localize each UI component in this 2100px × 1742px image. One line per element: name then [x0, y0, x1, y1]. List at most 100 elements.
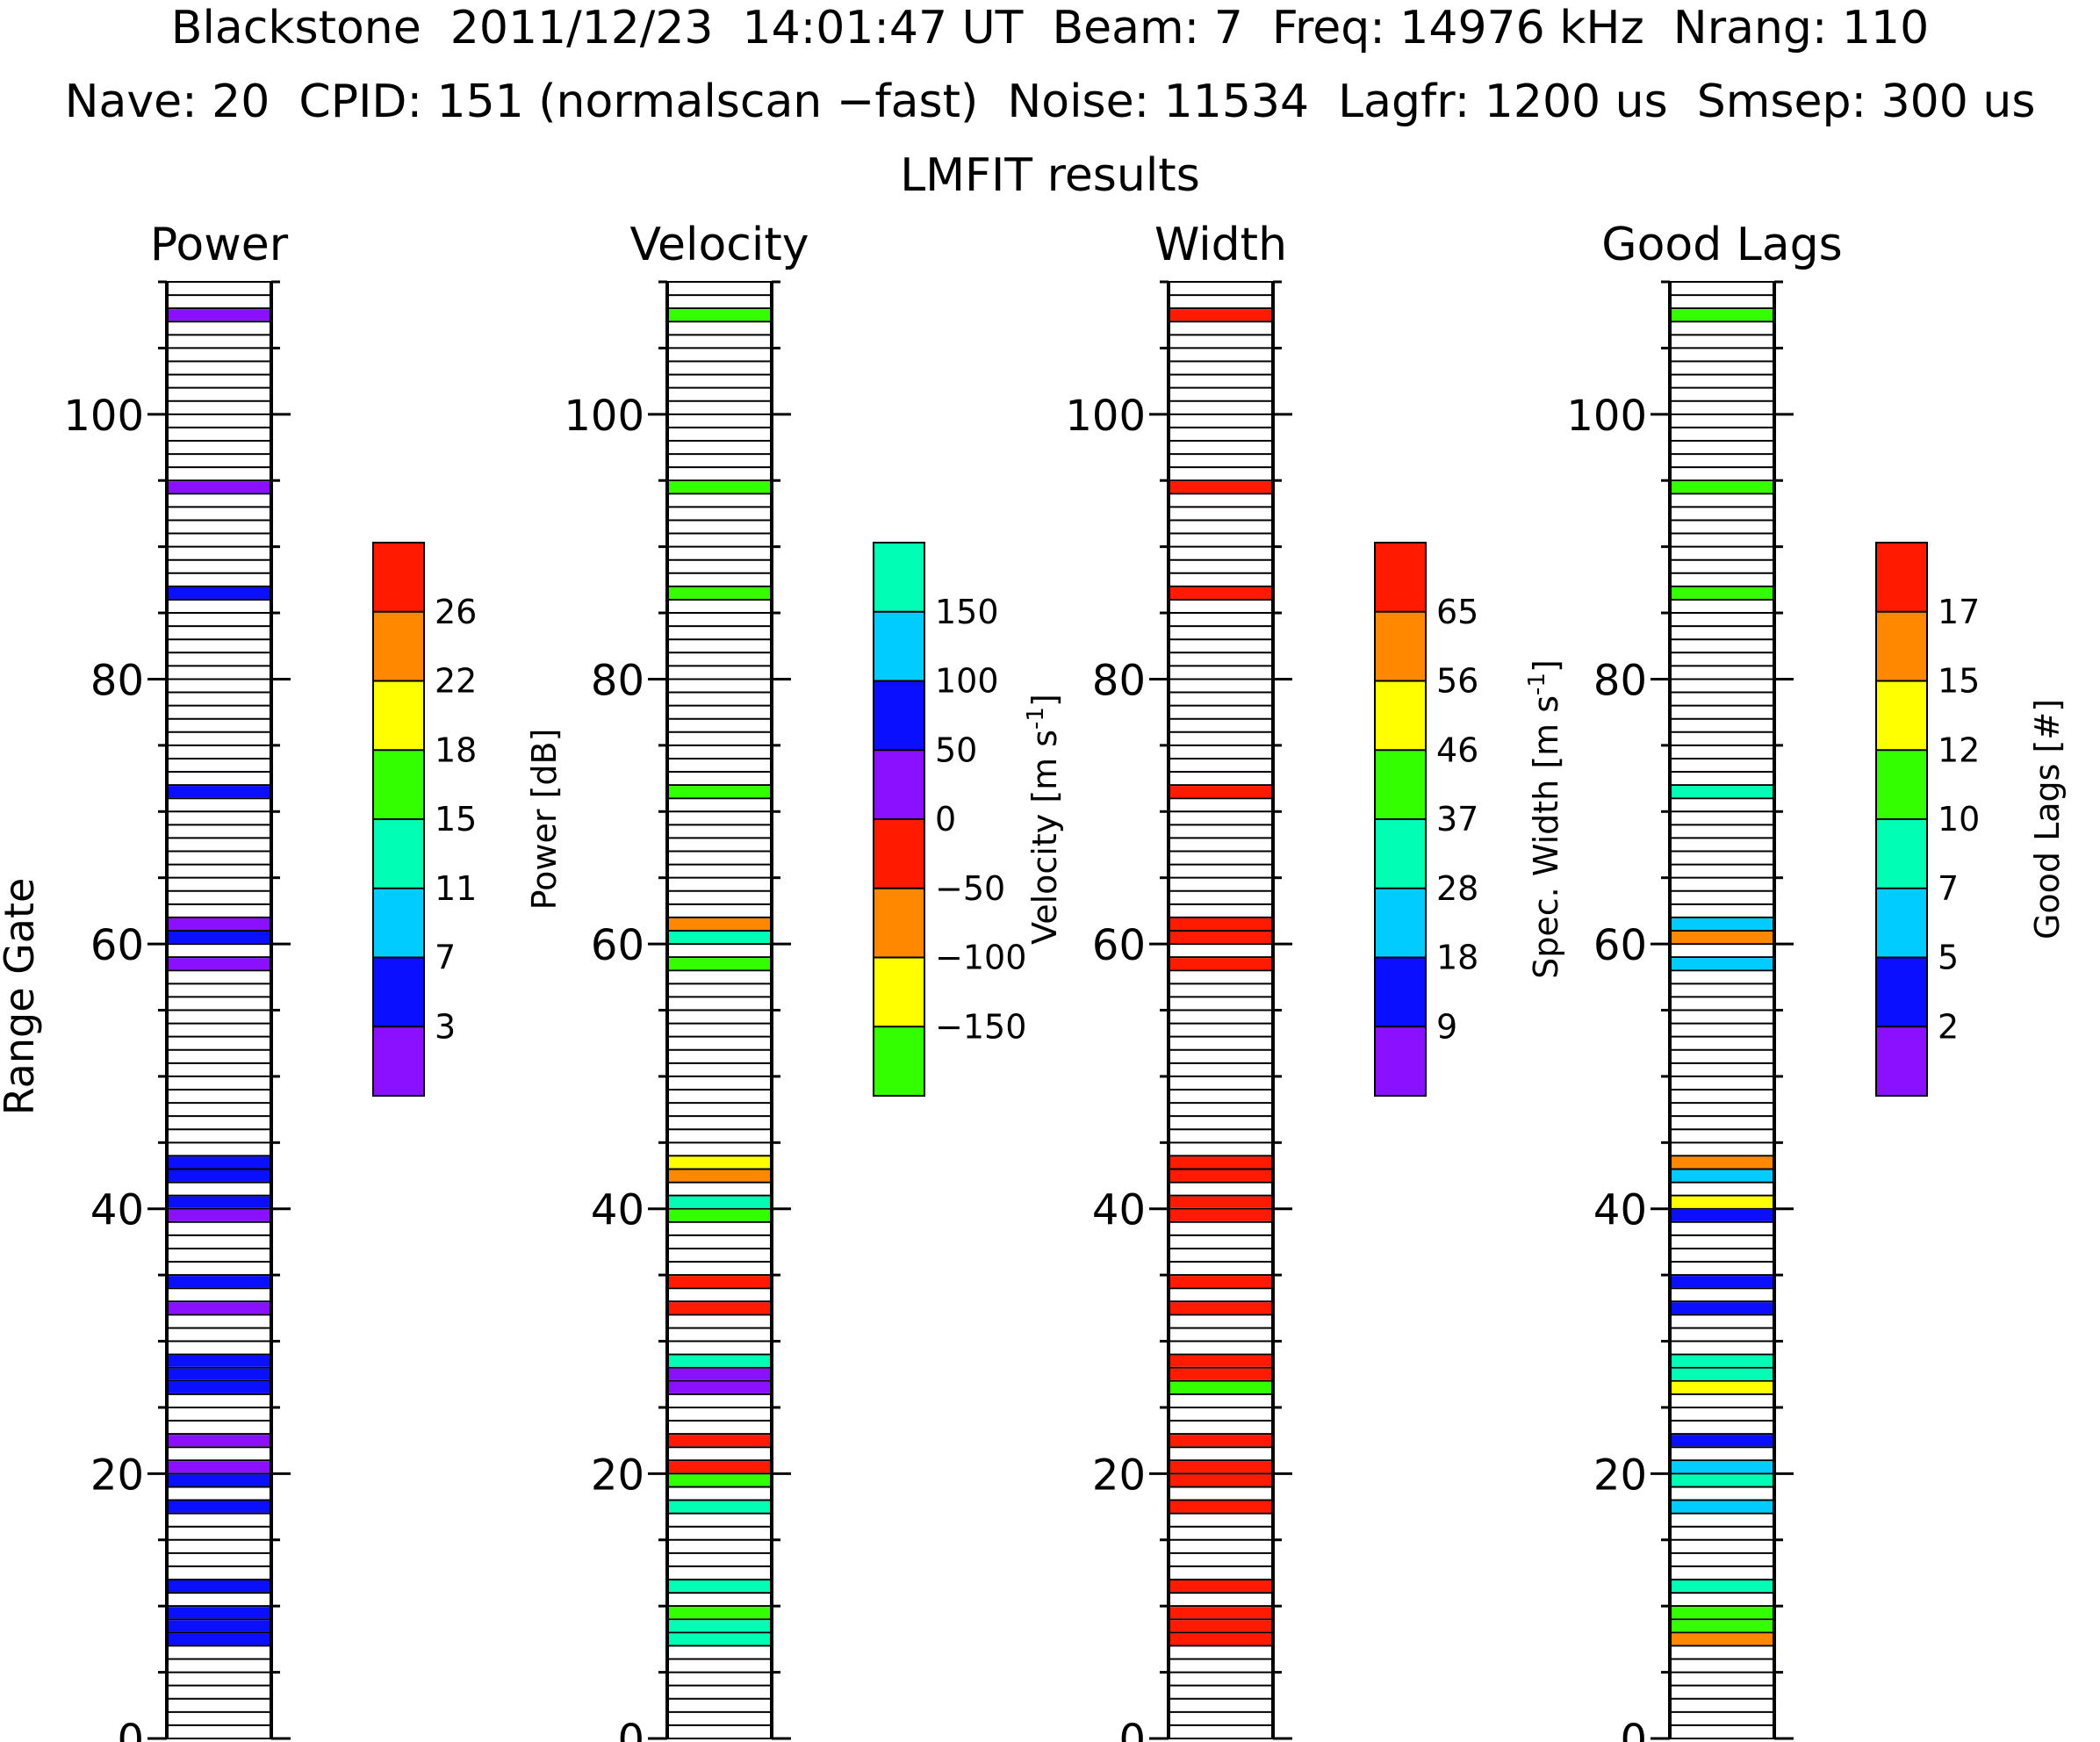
colorbar-tick-label: 3	[435, 1007, 456, 1046]
data-cell	[668, 1355, 771, 1367]
data-cell	[1169, 1209, 1272, 1221]
data-cell	[1169, 481, 1272, 493]
y-tick-label: 0	[617, 1716, 644, 1742]
colorbar-label: Spec. Width [m s-1]	[1524, 659, 1565, 979]
data-cell	[668, 1633, 771, 1645]
data-cell	[668, 1170, 771, 1182]
data-cell	[168, 1501, 270, 1513]
data-cell	[1671, 309, 1773, 321]
data-cell	[1671, 786, 1773, 798]
colorbar-label: Good Lags [#]	[2028, 699, 2067, 939]
colorbar-tick-label: 26	[435, 593, 477, 631]
y-tick-label: 80	[90, 656, 144, 705]
data-cell	[168, 1355, 270, 1367]
data-cell	[668, 1461, 771, 1473]
y-axis-title: Range Gate	[0, 878, 43, 1116]
data-cell	[1169, 309, 1272, 321]
colorbar-tick-label: 100	[935, 662, 999, 701]
data-cell	[168, 1156, 270, 1169]
data-cell	[668, 587, 771, 599]
data-cell	[1169, 1381, 1272, 1393]
colorbar-swatch	[373, 957, 424, 1027]
y-tick-label: 60	[90, 921, 144, 970]
colorbar-swatch	[1375, 543, 1426, 612]
data-cell	[1671, 1276, 1773, 1288]
data-cell	[1169, 1620, 1272, 1632]
colorbar-tick-label: 5	[1938, 939, 1959, 977]
y-tick-label: 100	[564, 392, 644, 441]
colorbar-swatch	[874, 1026, 924, 1096]
data-cell	[168, 1633, 270, 1645]
colorbar-swatch	[1876, 819, 1927, 889]
data-cell	[1671, 1633, 1773, 1645]
data-cell	[668, 918, 771, 931]
data-cell	[168, 1607, 270, 1619]
data-cell	[1671, 1580, 1773, 1593]
colorbar-swatch	[373, 819, 424, 889]
y-tick-label: 20	[1593, 1450, 1647, 1500]
colorbar-tick-label: 56	[1436, 662, 1478, 701]
colorbar-swatch	[373, 611, 424, 681]
data-cell	[168, 309, 270, 321]
colorbar-swatch	[1876, 888, 1927, 958]
data-cell	[668, 786, 771, 798]
colorbar-swatch	[373, 750, 424, 819]
panel-width: Width 0 20 40 60 80 100 9 18 28 37 46 56 65 Spec. Widt…	[1065, 219, 1565, 1742]
data-cell	[168, 1435, 270, 1447]
colorbar-tick-label: 9	[1436, 1007, 1457, 1046]
colorbar-swatch	[373, 1026, 424, 1096]
y-tick-label: 60	[591, 921, 644, 970]
y-tick-label: 20	[90, 1450, 144, 1500]
data-cell	[1671, 1302, 1773, 1314]
data-cell	[1169, 958, 1272, 970]
data-cell	[1671, 918, 1773, 931]
colorbar-swatch	[874, 819, 924, 889]
data-cell	[1671, 587, 1773, 599]
header-line-3: LMFIT results	[900, 149, 1200, 202]
colorbar-frame	[1875, 542, 1928, 1097]
data-cell	[668, 1620, 771, 1632]
colorbar-swatch	[1876, 611, 1927, 681]
data-cell	[168, 1170, 270, 1182]
data-cell	[1169, 1196, 1272, 1208]
data-cell	[168, 1302, 270, 1314]
colorbar-label: Velocity [m s-1]	[1023, 694, 1064, 945]
data-cell	[1169, 1607, 1272, 1619]
data-cell	[668, 1276, 771, 1288]
colorbar-tick-label: 7	[1938, 869, 1959, 908]
colorbar-tick-label: 11	[435, 869, 477, 908]
colorbar-tick-label: 28	[1436, 869, 1478, 908]
colorbar-swatch	[1375, 819, 1426, 889]
data-cell	[1169, 1461, 1272, 1473]
data-cell	[668, 1209, 771, 1221]
data-cell	[168, 1381, 270, 1393]
data-cell	[1671, 1209, 1773, 1221]
y-tick-label: 80	[1092, 656, 1146, 705]
data-cell	[168, 1276, 270, 1288]
y-tick-label: 40	[1593, 1186, 1647, 1235]
colorbar-swatch	[1876, 680, 1927, 751]
y-tick-label: 20	[591, 1450, 644, 1500]
data-cell	[668, 1580, 771, 1593]
colorbar-swatch	[1375, 611, 1426, 681]
data-cell	[668, 481, 771, 493]
data-cell	[168, 1474, 270, 1486]
y-tick-label: 60	[1092, 921, 1146, 970]
colorbar-tick-label: 18	[1436, 939, 1478, 977]
data-cell	[168, 1461, 270, 1473]
header-line-1: Blackstone 2011/12/23 14:01:47 UT Beam: …	[170, 2, 1930, 54]
y-tick-label: 100	[1566, 392, 1647, 441]
y-tick-label: 40	[591, 1186, 644, 1235]
colorbar-swatch	[1375, 750, 1426, 819]
data-cell	[1671, 1170, 1773, 1182]
colorbar-tick-label: 17	[1938, 593, 1980, 631]
data-cell	[1169, 1501, 1272, 1513]
data-cell	[1169, 1156, 1272, 1169]
data-cell	[1671, 481, 1773, 493]
data-cell	[668, 1474, 771, 1486]
data-cell	[168, 958, 270, 970]
colorbar: 3 7 11 15 18 22 26 Power [dB]	[372, 542, 564, 1097]
y-tick-label: 100	[63, 392, 144, 441]
colorbar-swatch	[874, 888, 924, 958]
